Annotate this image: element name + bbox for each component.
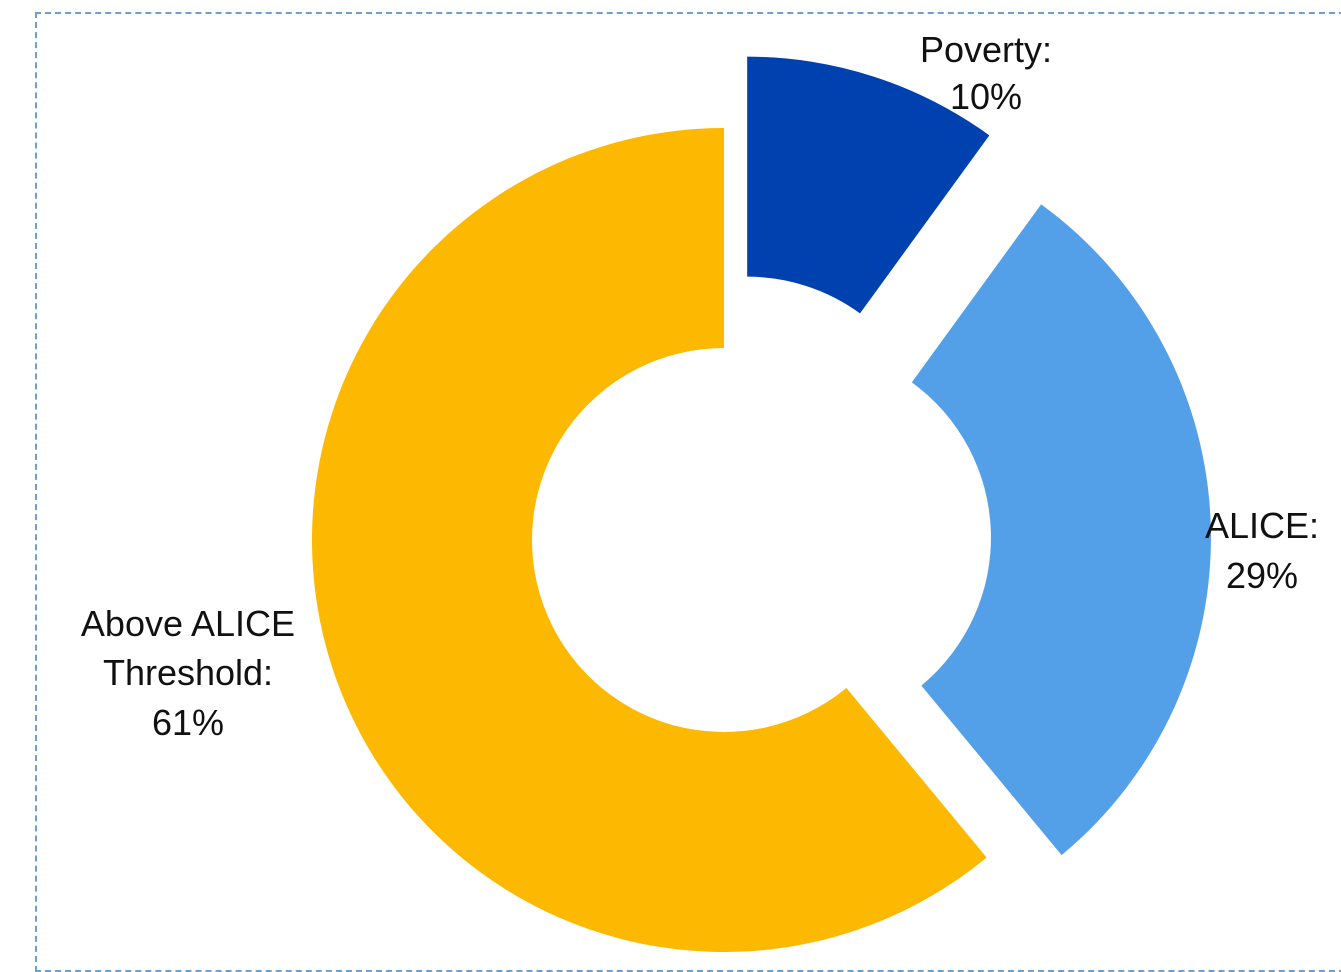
poverty-label: Poverty: [920, 29, 1052, 70]
alice-value-label: 29% [1226, 555, 1298, 596]
above-alice-label-line1: Above ALICE [81, 603, 295, 644]
above-alice-slice [311, 128, 987, 953]
chart-slices [311, 56, 1211, 953]
poverty-value-label: 10% [950, 76, 1022, 117]
above-alice-value-label: 61% [152, 702, 224, 743]
alice-slice [911, 204, 1211, 856]
above-alice-label-line2: Threshold: [103, 652, 273, 693]
alice-label: ALICE: [1205, 505, 1319, 546]
poverty-slice [747, 56, 990, 314]
